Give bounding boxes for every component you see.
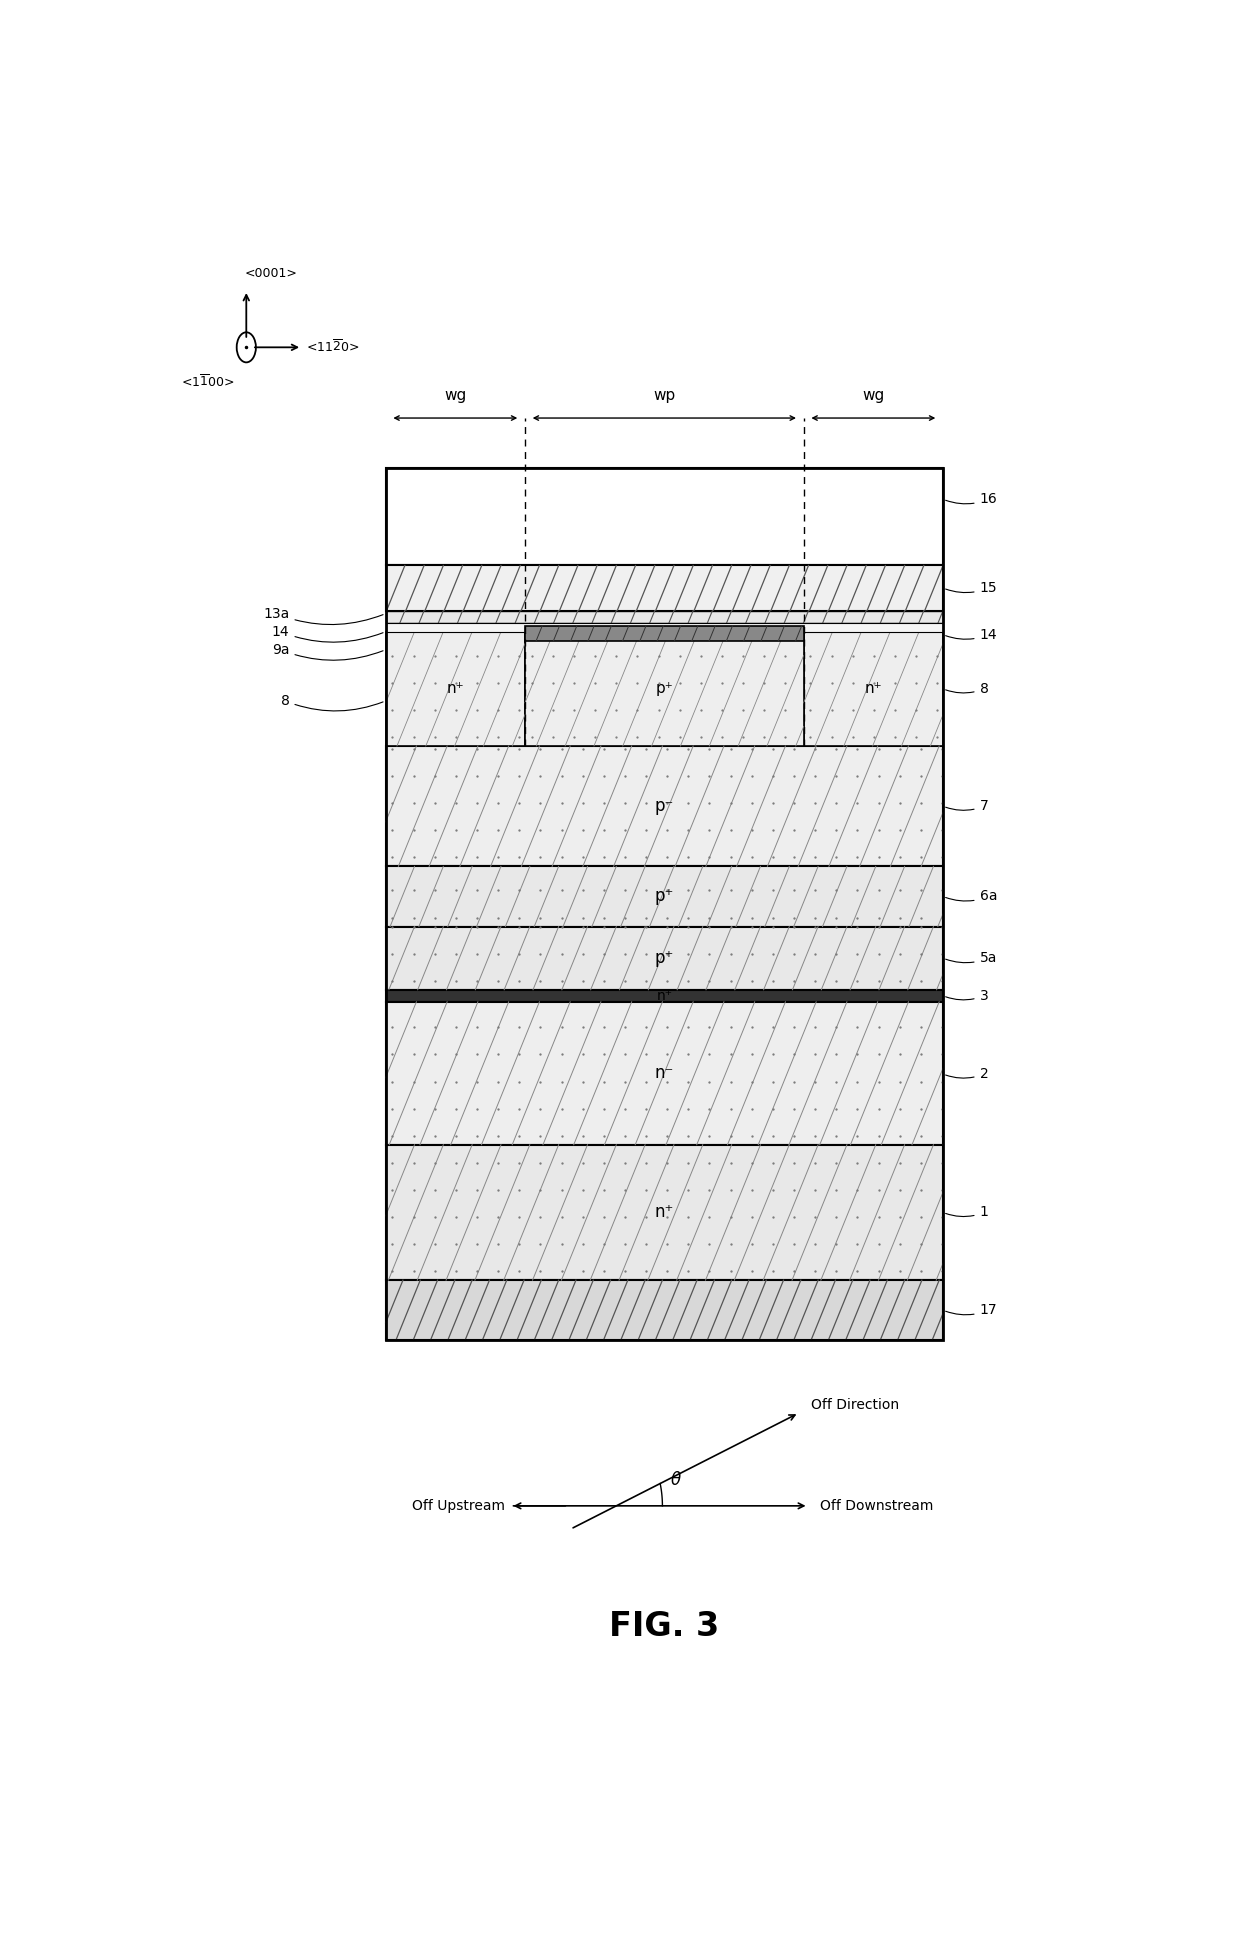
Text: 14: 14 [946, 627, 997, 641]
Bar [386, 1002, 942, 1145]
Text: 15: 15 [946, 580, 997, 596]
Bar [386, 1280, 942, 1340]
Bar [386, 631, 525, 746]
Bar [386, 866, 942, 926]
Text: 8: 8 [280, 694, 383, 711]
Bar [386, 1145, 942, 1280]
Bar [525, 631, 804, 746]
Text: <11$\overline{2}$0>: <11$\overline{2}$0> [306, 340, 360, 356]
Text: n⁺: n⁺ [864, 682, 882, 696]
Bar [386, 467, 942, 565]
Text: n⁺: n⁺ [656, 989, 672, 1002]
Bar [386, 565, 942, 610]
Text: 14: 14 [272, 625, 383, 643]
Text: n⁺: n⁺ [655, 1204, 675, 1221]
Text: wp: wp [653, 389, 676, 403]
Text: 8: 8 [946, 682, 988, 696]
Text: p⁺: p⁺ [655, 950, 675, 967]
Text: Off Upstream: Off Upstream [412, 1499, 505, 1512]
Text: $\theta$: $\theta$ [670, 1471, 682, 1489]
Text: 13a: 13a [263, 606, 383, 625]
Text: FIG. 3: FIG. 3 [609, 1610, 719, 1643]
Text: p⁻: p⁻ [655, 797, 675, 815]
Text: <1$\overline{1}$00>: <1$\overline{1}$00> [181, 375, 234, 391]
Bar [525, 625, 804, 641]
Text: 3: 3 [946, 989, 988, 1002]
Bar [386, 991, 942, 1002]
Text: 16: 16 [946, 492, 997, 506]
Bar [386, 623, 942, 631]
Bar [804, 631, 942, 746]
Bar [386, 926, 942, 991]
Bar [386, 467, 942, 1340]
Text: n⁻: n⁻ [655, 1065, 675, 1083]
Text: 2: 2 [946, 1067, 988, 1081]
Text: 9a: 9a [272, 643, 383, 660]
Text: wg: wg [862, 389, 884, 403]
Text: 5a: 5a [946, 952, 997, 965]
Text: <0001>: <0001> [244, 266, 298, 279]
Text: n⁺: n⁺ [446, 682, 464, 696]
Text: p⁺: p⁺ [655, 887, 675, 905]
Bar [386, 746, 942, 866]
Text: p⁺: p⁺ [656, 682, 673, 696]
Text: 6a: 6a [946, 889, 997, 903]
Bar [386, 610, 942, 623]
Text: Off Direction: Off Direction [811, 1399, 899, 1413]
Text: 17: 17 [946, 1303, 997, 1317]
Text: Off Downstream: Off Downstream [820, 1499, 934, 1512]
Text: 7: 7 [946, 799, 988, 813]
Text: wg: wg [444, 389, 466, 403]
Text: 1: 1 [946, 1206, 988, 1219]
